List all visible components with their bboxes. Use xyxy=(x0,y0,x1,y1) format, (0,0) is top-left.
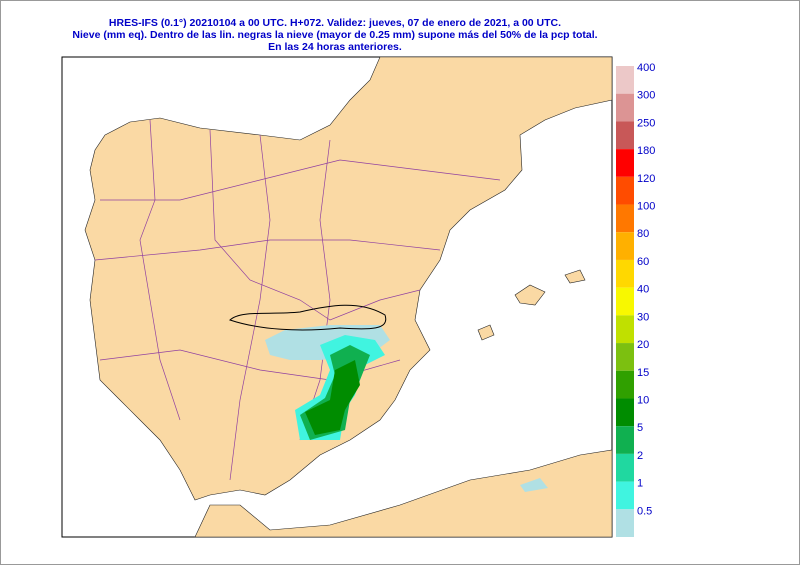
legend-swatch xyxy=(616,426,634,454)
legend-swatch xyxy=(616,453,634,482)
legend-swatch xyxy=(616,315,634,344)
snow-area xyxy=(305,360,360,435)
legend-swatch xyxy=(616,232,634,260)
legend-label: 2 xyxy=(637,450,643,462)
legend-swatch xyxy=(616,176,634,205)
legend-label: 180 xyxy=(637,145,655,157)
legend-label: 120 xyxy=(637,173,655,185)
legend-swatch xyxy=(616,398,634,427)
legend: 400 300 250 180 120 100 80 60 40 30 20 15 10 5 2 1 0.5 xyxy=(616,62,655,537)
legend-label: 10 xyxy=(637,394,649,406)
legend-swatch xyxy=(616,287,634,316)
legend-label: 20 xyxy=(637,339,649,351)
legend-swatch xyxy=(616,370,634,399)
legend-label: 400 xyxy=(637,62,655,74)
legend-swatch xyxy=(616,343,634,371)
legend-swatch xyxy=(616,259,634,288)
legend-label: 30 xyxy=(637,311,649,323)
island xyxy=(564,269,586,284)
land xyxy=(84,56,613,501)
title-line: HRES-IFS (0.1°) 20210104 a 00 UTC. H+072… xyxy=(109,17,561,29)
legend-label: 5 xyxy=(637,422,643,434)
legend-swatch xyxy=(616,204,634,233)
legend-swatch xyxy=(616,66,634,94)
legend-swatch xyxy=(616,149,634,177)
island xyxy=(514,284,546,306)
legend-label: 40 xyxy=(637,284,649,296)
title-line: Nieve (mm eq). Dentro de las lin. negras… xyxy=(72,29,597,41)
legend-label: 1 xyxy=(637,478,643,490)
legend-label: 300 xyxy=(637,90,655,102)
land xyxy=(194,449,613,538)
legend-label: 250 xyxy=(637,117,655,129)
legend-swatch xyxy=(616,121,634,150)
legend-swatch xyxy=(616,481,634,510)
island xyxy=(477,324,495,341)
legend-label: 0.5 xyxy=(637,505,652,517)
legend-label: 80 xyxy=(637,228,649,240)
snow-contour xyxy=(229,304,387,331)
legend-swatch xyxy=(616,509,634,537)
snow-area xyxy=(520,478,548,492)
map xyxy=(61,56,613,538)
legend-label: 100 xyxy=(637,201,655,213)
legend-swatch xyxy=(616,93,634,122)
legend-label: 15 xyxy=(637,367,649,379)
title-line: En las 24 horas anteriores. xyxy=(268,41,402,53)
legend-label: 60 xyxy=(637,256,649,268)
